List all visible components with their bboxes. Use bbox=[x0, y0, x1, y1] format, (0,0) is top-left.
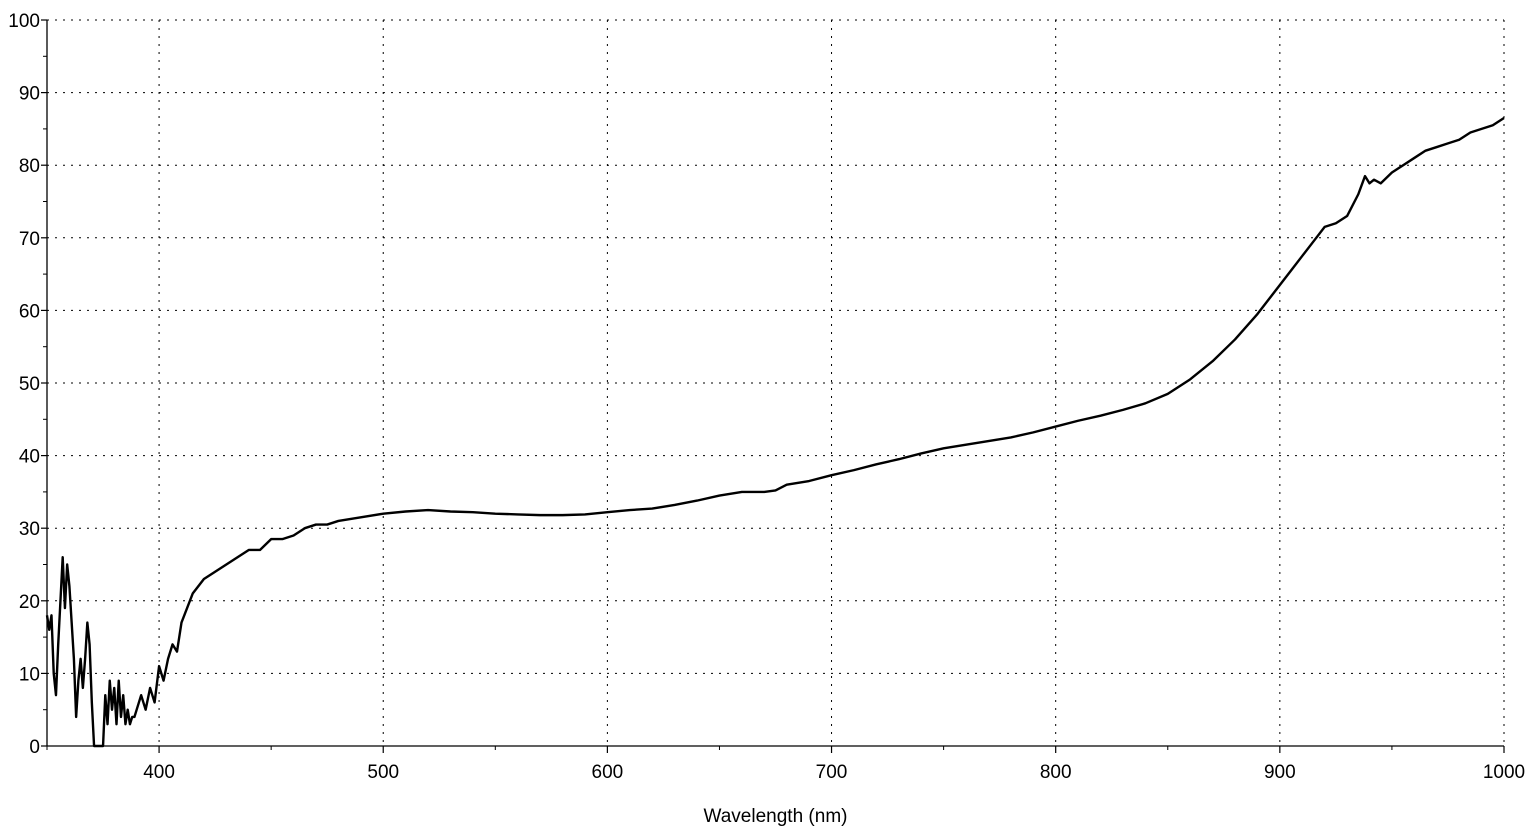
y-tick-label: 30 bbox=[19, 519, 40, 540]
series-line bbox=[45, 117, 1505, 748]
y-tick-label: 90 bbox=[19, 84, 40, 105]
x-tick-label: 800 bbox=[1040, 762, 1072, 783]
y-tick-label: 70 bbox=[19, 229, 40, 250]
x-tick-label: 900 bbox=[1264, 762, 1296, 783]
x-tick-label: 500 bbox=[367, 762, 399, 783]
x-tick-label: 1000 bbox=[1483, 762, 1525, 783]
tick-labels: 400 500 600 700 800 900 1000 0 10 20 30 40 50 60 70 80 9… bbox=[8, 11, 1525, 783]
tick-marks bbox=[41, 19, 1505, 753]
x-tick-label: 600 bbox=[592, 762, 624, 783]
y-tick-label: 60 bbox=[19, 301, 40, 322]
x-tick-label: 700 bbox=[816, 762, 848, 783]
y-tick-label: 50 bbox=[19, 374, 40, 395]
x-tick-label: 400 bbox=[143, 762, 175, 783]
y-tick-label: 10 bbox=[19, 664, 40, 685]
y-tick-label: 80 bbox=[19, 156, 40, 177]
series bbox=[45, 117, 1505, 748]
y-tick-label: 20 bbox=[19, 592, 40, 613]
y-tick-label: 0 bbox=[29, 737, 40, 758]
x-axis-title: Wavelength (nm) bbox=[704, 806, 848, 827]
y-tick-label: 40 bbox=[19, 447, 40, 468]
grid bbox=[47, 19, 1505, 746]
y-tick-label: 100 bbox=[8, 11, 40, 32]
